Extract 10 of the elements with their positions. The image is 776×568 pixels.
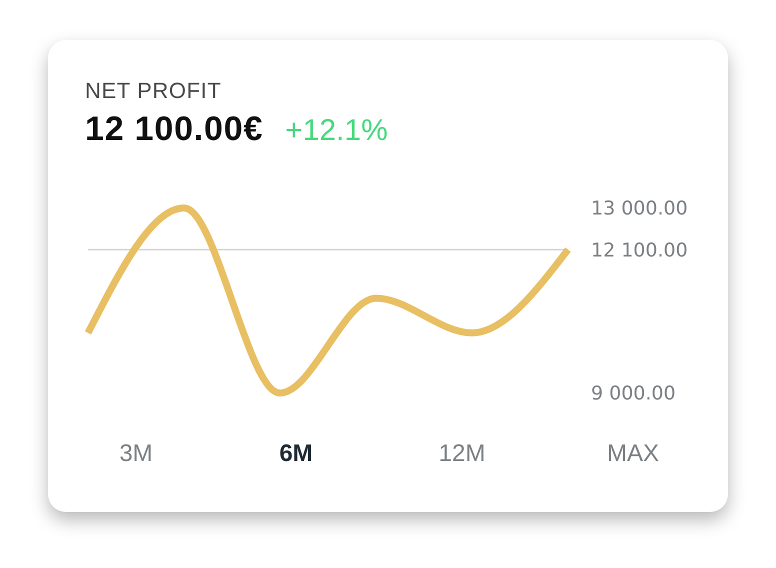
text: MAX (606, 440, 660, 467)
y-tick-label: 9 000.00 (591, 382, 676, 405)
y-tick-label: 12 100.00 (591, 239, 688, 262)
text: 3M (118, 440, 154, 467)
text: 6M (278, 440, 314, 467)
chart-subtitle: 12 100.00€ (85, 110, 264, 148)
chart-title: NET PROFIT (85, 78, 222, 103)
y-tick-label: 13 000.00 (591, 198, 688, 220)
text: +12.1% (285, 114, 388, 147)
text: 12M (438, 440, 486, 467)
